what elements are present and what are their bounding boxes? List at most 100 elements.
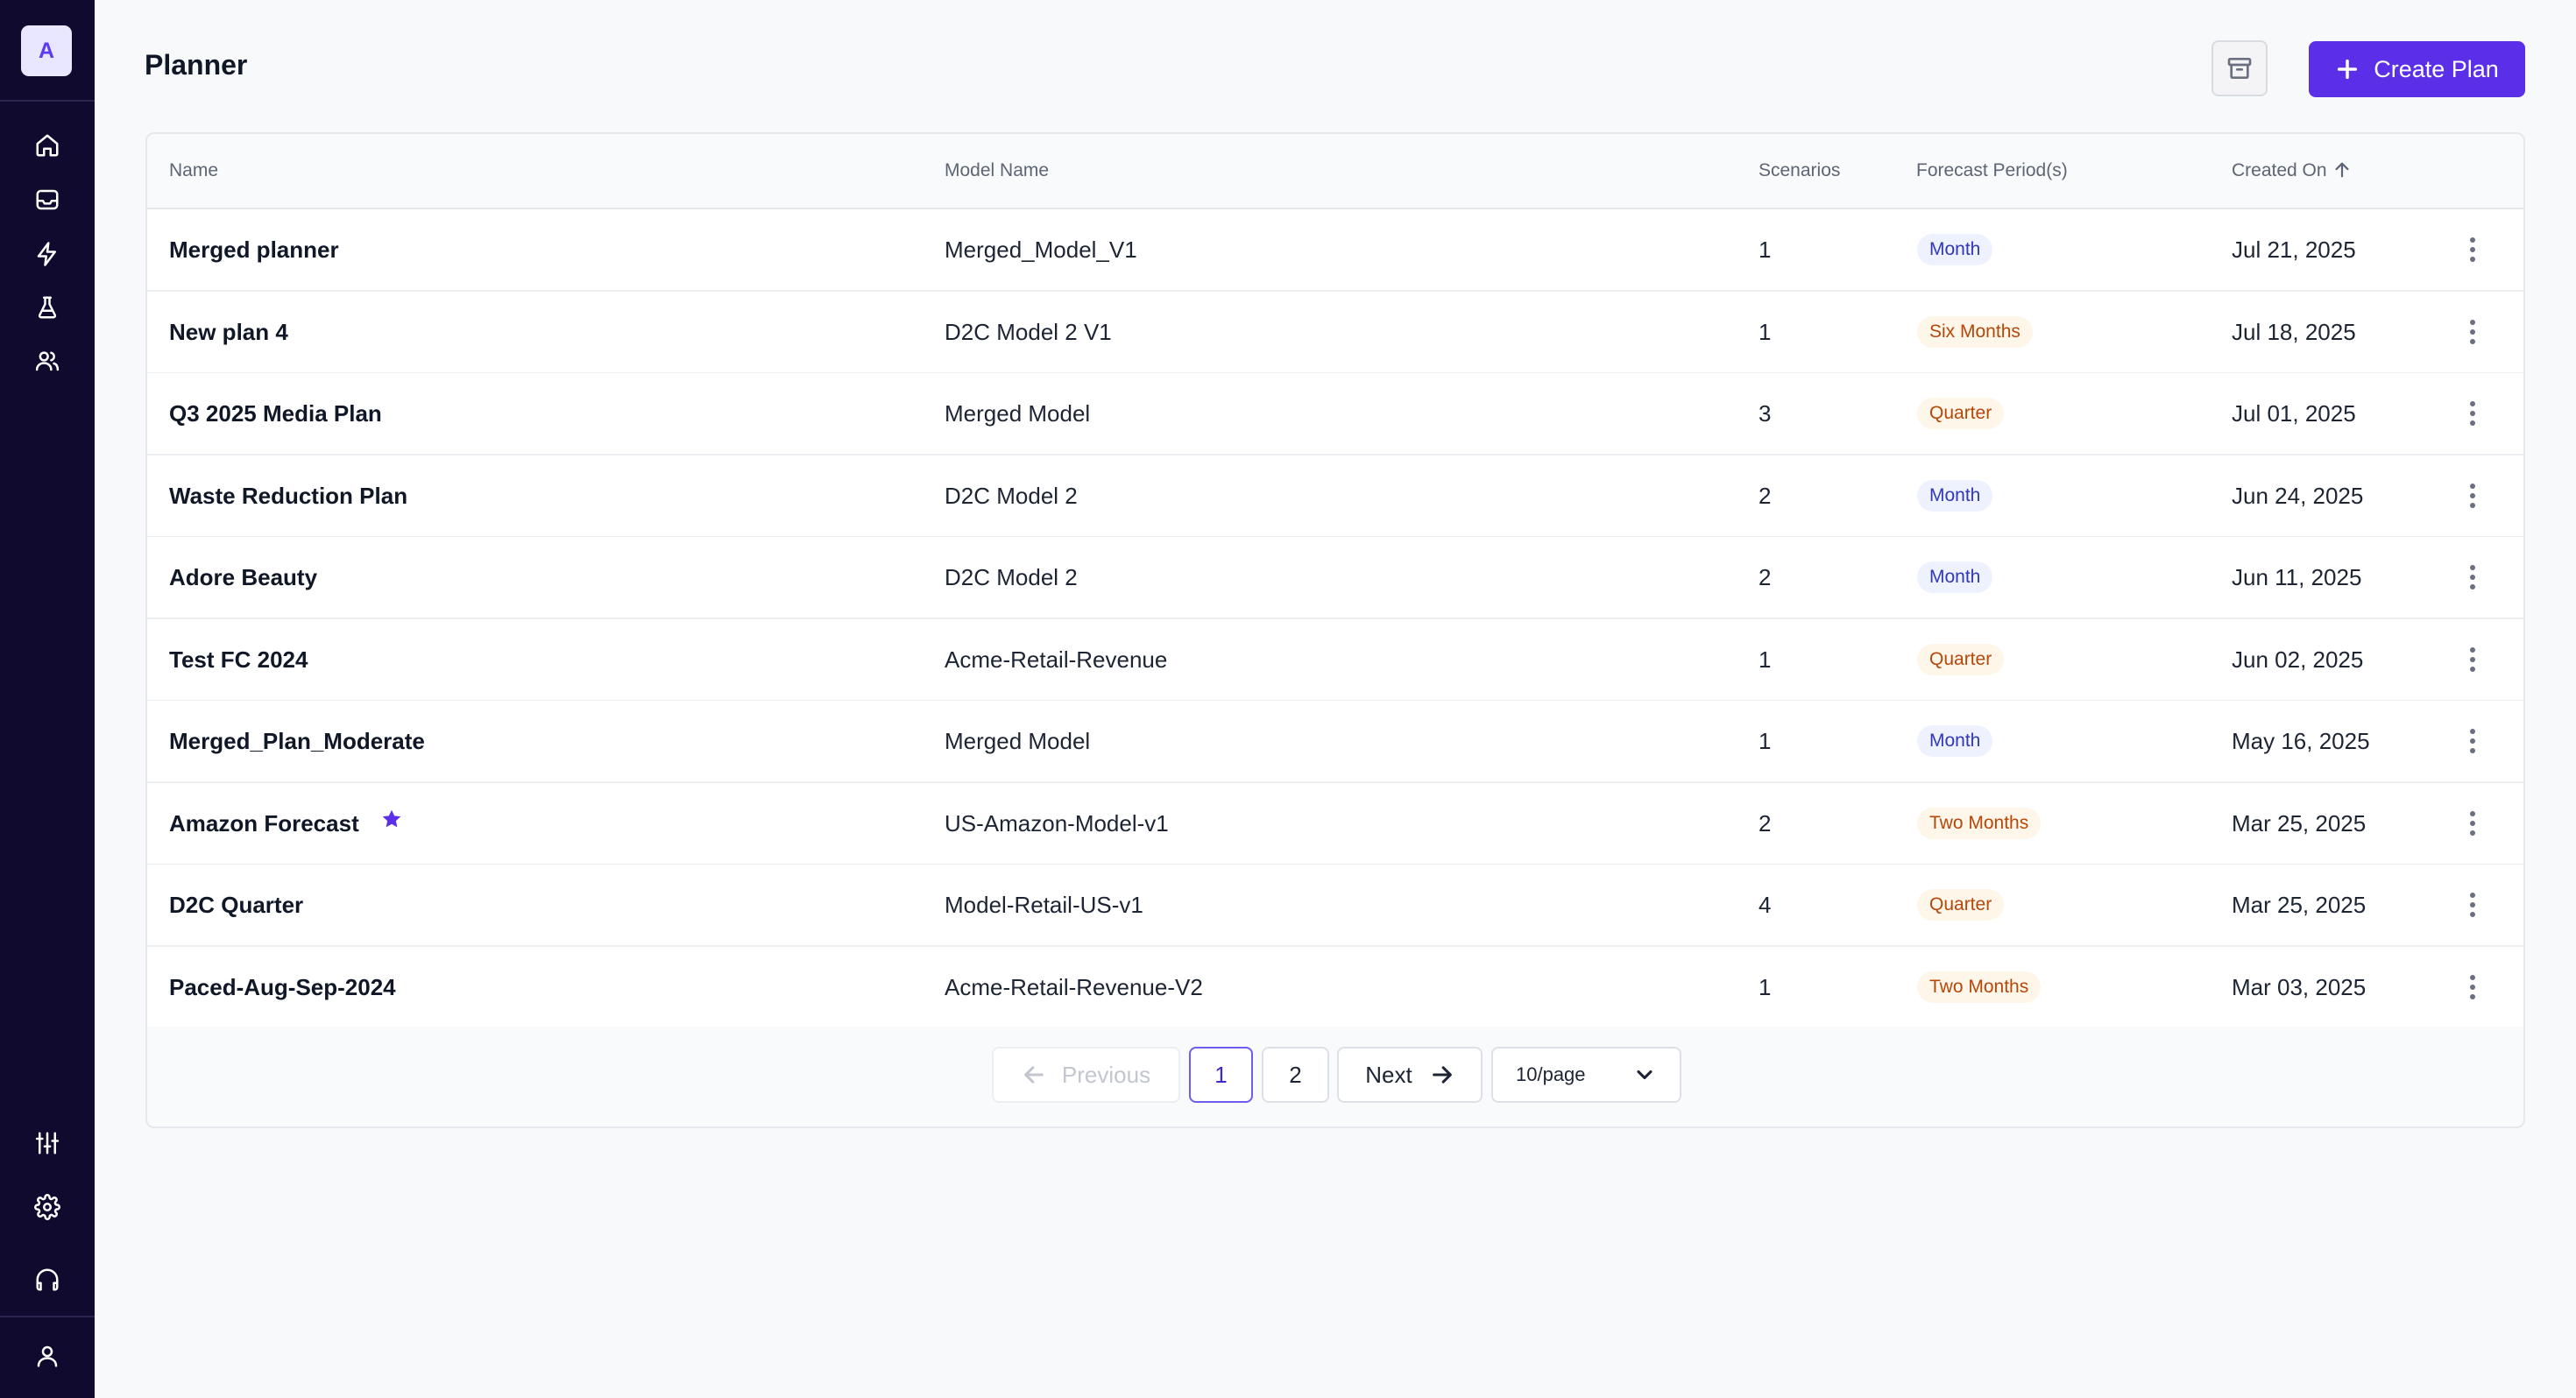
next-page-button[interactable]: Next — [1337, 1047, 1483, 1103]
column-header-created-on-label: Created On — [2232, 160, 2327, 180]
plan-name[interactable]: Merged_Plan_Moderate — [169, 701, 425, 781]
created-on-date: Mar 03, 2025 — [2232, 973, 2367, 1000]
plan-name-text: Paced-Aug-Sep-2024 — [169, 973, 396, 1000]
row-actions-kebab-icon[interactable] — [2455, 232, 2490, 267]
column-header-model-name[interactable]: Model Name — [945, 160, 1050, 180]
home-icon[interactable] — [30, 128, 65, 163]
inbox-icon[interactable] — [30, 182, 65, 217]
user-icon[interactable] — [30, 1338, 65, 1373]
pagination-bar — [147, 1027, 2523, 1126]
model-name: US-Amazon-Model-v1 — [945, 809, 1169, 837]
arrow-up-icon — [2335, 162, 2349, 178]
row-actions-kebab-icon[interactable] — [2455, 724, 2490, 759]
plus-icon — [2338, 59, 2358, 80]
page-title: Planner — [145, 49, 248, 81]
gear-icon[interactable] — [30, 1190, 65, 1225]
scenarios-count: 4 — [1759, 892, 1772, 918]
sliders-icon[interactable] — [30, 1126, 65, 1161]
row-actions-kebab-icon[interactable] — [2455, 806, 2490, 841]
scenarios-count: 2 — [1759, 482, 1772, 509]
created-on-date: Jun 02, 2025 — [2232, 646, 2364, 673]
scenarios-count: 1 — [1759, 318, 1772, 345]
row-actions-kebab-icon[interactable] — [2455, 396, 2490, 431]
table-row[interactable]: Adore Beauty D2C Model 2 2 Month Jun 11, 202… — [147, 537, 2523, 619]
create-plan-button[interactable]: Create Plan — [2309, 41, 2525, 97]
plan-name[interactable]: Test FC 2024 — [169, 619, 308, 700]
page-button-1[interactable]: 1 — [1189, 1047, 1253, 1103]
scenarios-count: 1 — [1759, 237, 1772, 263]
row-actions-kebab-icon[interactable] — [2455, 970, 2490, 1005]
arrow-left-icon — [1024, 1066, 1044, 1084]
model-name: D2C Model 2 — [945, 564, 1078, 590]
plan-name[interactable]: Amazon Forecast — [169, 783, 403, 864]
plan-name-text: Q3 2025 Media Plan — [169, 400, 382, 427]
scenarios-count: 1 — [1759, 728, 1772, 754]
row-actions-kebab-icon[interactable] — [2455, 560, 2490, 595]
workspace-avatar[interactable]: A — [21, 25, 72, 76]
row-actions-kebab-icon[interactable] — [2455, 642, 2490, 677]
page-size-value: 10/page — [1516, 1063, 1586, 1085]
model-name: Merged_Model_V1 — [945, 237, 1137, 263]
column-header-scenarios[interactable]: Scenarios — [1759, 160, 1841, 180]
create-plan-label: Create Plan — [2374, 55, 2499, 82]
table-header: Name Model Name Scenarios Forecast Perio… — [147, 134, 2523, 209]
archive-icon — [2227, 58, 2252, 79]
plan-name-text: Merged_Plan_Moderate — [169, 728, 425, 754]
sidebar: A — [0, 0, 95, 1398]
forecast-period-badge: Month — [1917, 234, 1993, 265]
model-name: Merged Model — [945, 400, 1091, 427]
table-row[interactable]: Q3 2025 Media Plan Merged Model 3 Quarter Ju… — [147, 373, 2523, 455]
users-icon[interactable] — [30, 343, 65, 378]
plan-name-text: Merged planner — [169, 237, 339, 263]
archive-button[interactable] — [2212, 40, 2268, 96]
plan-name[interactable]: Adore Beauty — [169, 537, 317, 618]
row-actions-kebab-icon[interactable] — [2455, 887, 2490, 922]
sidebar-divider — [0, 100, 95, 102]
column-header-forecast-period[interactable]: Forecast Period(s) — [1916, 160, 2068, 180]
headphones-icon[interactable] — [30, 1262, 65, 1297]
column-header-name[interactable]: Name — [169, 160, 219, 180]
row-actions-kebab-icon[interactable] — [2455, 314, 2490, 350]
table-row[interactable]: Merged_Plan_Moderate Merged Model 1 Month Ma… — [147, 701, 2523, 783]
forecast-period-badge: Month — [1917, 479, 1993, 512]
table-row[interactable]: Test FC 2024 Acme-Retail-Revenue 1 Quarter J… — [147, 618, 2523, 702]
scenarios-count: 1 — [1759, 646, 1772, 673]
plan-name[interactable]: Paced-Aug-Sep-2024 — [169, 947, 396, 1027]
page-size-select[interactable]: 10/page — [1491, 1047, 1681, 1103]
plan-name-text: Test FC 2024 — [169, 646, 308, 673]
star-icon[interactable] — [380, 782, 403, 863]
plan-name[interactable]: New plan 4 — [169, 292, 288, 372]
forecast-period-badge: Quarter — [1917, 889, 2005, 921]
created-on-date: Mar 25, 2025 — [2232, 809, 2367, 837]
previous-label: Previous — [1061, 1061, 1151, 1088]
arrow-right-icon — [1432, 1066, 1452, 1084]
table-row[interactable]: Paced-Aug-Sep-2024 Acme-Retail-Revenue-V2… — [147, 946, 2523, 1029]
table-row[interactable]: D2C Quarter Model-Retail-US-v1 4 Quarter Mar… — [147, 865, 2523, 947]
plan-name[interactable]: Waste Reduction Plan — [169, 455, 407, 536]
plan-name-text: Amazon Forecast — [169, 809, 359, 837]
created-on-date: Jun 24, 2025 — [2232, 482, 2364, 509]
table-row[interactable]: New plan 4 D2C Model 2 V1 1 Six Months Jul 1… — [147, 291, 2523, 374]
page-button-2[interactable]: 2 — [1262, 1047, 1329, 1103]
model-name: D2C Model 2 — [945, 482, 1078, 509]
forecast-period-badge: Six Months — [1917, 315, 2033, 348]
created-on-date: Jun 11, 2025 — [2232, 564, 2362, 590]
forecast-period-badge: Two Months — [1917, 971, 2042, 1003]
lightning-icon[interactable] — [30, 237, 65, 272]
forecast-period-badge: Month — [1917, 725, 1993, 757]
previous-page-button[interactable]: Previous — [992, 1047, 1180, 1103]
forecast-period-badge: Month — [1917, 561, 1993, 593]
plan-name[interactable]: Q3 2025 Media Plan — [169, 373, 382, 454]
flask-icon[interactable] — [30, 290, 65, 325]
table-row[interactable]: Waste Reduction Plan D2C Model 2 2 Month Jun… — [147, 455, 2523, 538]
column-header-created-on[interactable]: Created On — [2232, 134, 2352, 208]
row-actions-kebab-icon[interactable] — [2455, 478, 2490, 513]
plan-name[interactable]: D2C Quarter — [169, 865, 303, 945]
scenarios-count: 2 — [1759, 564, 1772, 590]
forecast-period-badge: Quarter — [1917, 398, 2005, 429]
plan-name-text: D2C Quarter — [169, 892, 304, 918]
table-row[interactable]: Merged planner Merged_Model_V1 1 Month Jul 2… — [147, 209, 2523, 292]
plan-name-text: New plan 4 — [169, 318, 288, 345]
table-row[interactable]: Amazon Forecast US-Amazon-Model-v1 2 Two Mo… — [147, 782, 2523, 865]
plan-name[interactable]: Merged planner — [169, 209, 339, 290]
